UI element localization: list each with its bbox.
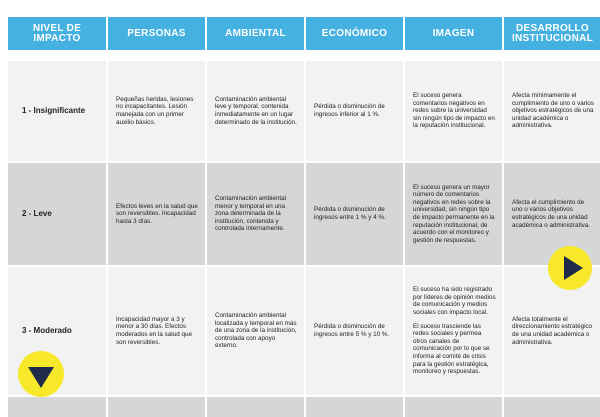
header-nivel: NIVEL DE IMPACTO bbox=[8, 17, 106, 50]
next-button[interactable] bbox=[548, 246, 592, 290]
cell-imagen: El suceso ha sido registrado por líderes… bbox=[405, 267, 502, 395]
cell-paragraph: El suceso genera un mayor número de come… bbox=[413, 183, 495, 244]
cell-paragraph: El suceso ha sido registrado por líderes… bbox=[413, 286, 496, 317]
play-triangle-right-icon bbox=[564, 256, 583, 280]
cell-desarrollo: Afecta mínimamente el cumplimiento de un… bbox=[504, 61, 600, 161]
impact-level: 1 - Insignificante bbox=[8, 61, 106, 161]
scroll-down-button[interactable] bbox=[18, 351, 64, 397]
triangle-down-icon bbox=[28, 367, 54, 388]
next-row-cell bbox=[306, 397, 403, 417]
cell-personas: Efectos leves en la salud que son revers… bbox=[108, 163, 205, 265]
header-desarrollo: DESARROLLO INSTITUCIONAL bbox=[504, 17, 600, 50]
next-row-cell bbox=[405, 397, 502, 417]
cell-ambiental: Contaminación ambiental leve y temporal,… bbox=[207, 61, 304, 161]
cell-ambiental: Contaminación ambiental menor y temporal… bbox=[207, 163, 304, 265]
next-row-cell bbox=[504, 397, 600, 417]
cell-personas: Incapacidad mayor a 3 y menor a 30 días.… bbox=[108, 267, 205, 395]
next-row-cell bbox=[8, 397, 106, 417]
cell-economico: Pérdida o disminución de ingresos inferi… bbox=[306, 61, 403, 161]
impact-level: 2 - Leve bbox=[8, 163, 106, 265]
cell-imagen: El suceso genera comentarios negativos e… bbox=[405, 61, 502, 161]
cell-paragraph: El suceso genera comentarios negativos e… bbox=[413, 92, 495, 130]
cell-ambiental: Contaminación ambiental localizada y tem… bbox=[207, 267, 304, 395]
header-imagen: IMAGEN bbox=[405, 17, 502, 50]
cell-desarrollo: Afecta totalmente el direccionamiento es… bbox=[504, 267, 600, 395]
next-row-cell bbox=[207, 397, 304, 417]
cell-paragraph: El suceso trasciende las redes sociales … bbox=[413, 322, 490, 376]
next-row-cell bbox=[108, 397, 205, 417]
header-economico: ECONÓMICO bbox=[306, 17, 403, 50]
header-ambiental: AMBIENTAL bbox=[207, 17, 304, 50]
cell-personas: Pequeñas heridas, lesiones no incapacita… bbox=[108, 61, 205, 161]
cell-economico: Pérdida o disminución de ingresos entre … bbox=[306, 163, 403, 265]
cell-economico: Pérdida o disminución de ingresos entre … bbox=[306, 267, 403, 395]
cell-imagen: El suceso genera un mayor número de come… bbox=[405, 163, 502, 265]
header-personas: PERSONAS bbox=[108, 17, 205, 50]
impact-table: NIVEL DE IMPACTO PERSONAS AMBIENTAL ECON… bbox=[8, 17, 600, 417]
cell-desarrollo: Afecta el cumplimiento de uno o varios o… bbox=[504, 163, 600, 265]
